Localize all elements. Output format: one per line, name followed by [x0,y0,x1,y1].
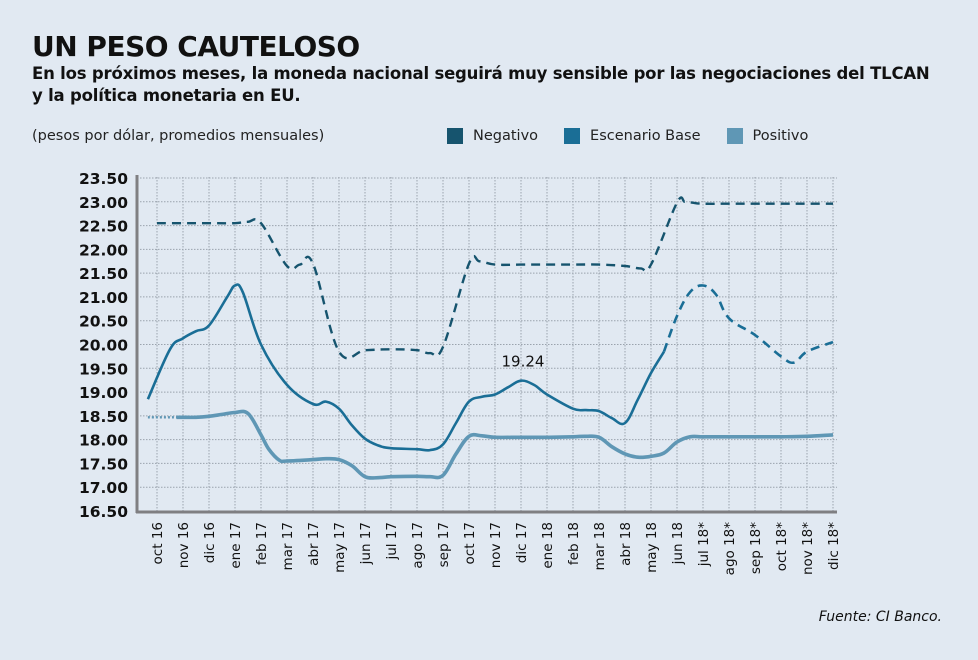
axes [135,175,837,514]
series-negativo [157,196,833,360]
y-tick-label: 19.00 [79,384,128,402]
x-tick-label: sep 18* [748,522,764,574]
x-tick-label: abr 17 [306,522,322,566]
annotations: 19.24 [502,353,545,371]
y-tick-label: 16.50 [79,503,128,521]
y-tick-label: 20.00 [79,337,128,355]
line-positivo [176,409,834,480]
x-tick-label: dic 17 [514,522,530,563]
x-tick-label: feb 17 [254,522,270,565]
line-base-forecast [662,284,834,365]
y-tick-label: 17.00 [79,479,128,497]
x-tick-label: jul 18* [696,522,712,568]
y-tick-label: 23.00 [79,194,128,212]
x-tick-label: nov 16 [176,522,192,568]
x-tick-label: dic 16 [202,522,218,563]
x-tick-label: mar 18 [592,522,608,570]
legend-item-negativo: Negativo [447,128,538,144]
line-negativo [157,196,833,360]
x-tick-label: sep 17 [436,522,452,567]
line-chart: 23.50 23.00 22.50 22.00 21.50 21.00 20.50 20.00… [79,170,842,576]
y-tick-label: 22.00 [79,241,128,259]
legend-swatch-base [564,128,581,144]
legend-swatch-positivo [726,128,743,144]
x-tick-label: oct 18* [774,522,790,571]
x-tick-label: ago 17 [410,522,426,569]
legend-label-positivo: Positivo [752,128,809,144]
line-base-historic [146,283,666,452]
chart-title: UN PESO CAUTELOSO [32,30,360,63]
x-tick-label: nov 17 [488,522,504,568]
x-tick-label: jun 17 [358,522,374,565]
series-positivo [147,409,834,480]
y-tick-label: 19.50 [79,360,128,378]
x-tick-label: jun 18 [670,522,686,565]
x-tick-label: oct 16 [150,522,166,564]
y-axis-units-label: (pesos por dólar, promedios mensuales) [32,128,325,144]
x-tick-label: may 17 [332,522,348,573]
chart-subtitle: En los próximos meses, la moneda naciona… [32,64,930,105]
legend: Negativo Escenario Base Positivo [447,128,808,144]
x-tick-label: dic 18* [826,522,842,570]
y-tick-label: 18.00 [79,432,128,450]
y-tick-label: 18.50 [79,408,128,426]
series-escenario-base [146,283,834,452]
y-tick-labels: 23.50 23.00 22.50 22.00 21.50 21.00 20.50 20.00… [79,170,128,521]
legend-label-negativo: Negativo [473,128,539,144]
y-tick-label: 17.50 [79,455,128,473]
series-lines [146,196,834,480]
legend-item-positivo: Positivo [726,128,809,144]
legend-swatch-negativo [447,128,463,144]
x-tick-label: nov 18* [800,522,816,575]
y-tick-label: 22.50 [79,218,128,236]
legend-label-base: Escenario Base [590,128,701,144]
y-tick-label: 23.50 [79,170,128,188]
x-tick-labels: oct 16 nov 16 dic 16 ene 17 feb 17 mar 17 abr … [150,522,842,576]
source-note: Fuente: CI Banco. [818,609,942,625]
x-tick-label: ene 18 [540,522,556,569]
legend-item-base: Escenario Base [564,128,701,144]
x-tick-label: mar 17 [280,522,296,570]
x-tick-label: abr 18 [618,522,634,566]
x-tick-label: feb 18 [566,522,582,565]
x-tick-label: jul 17 [384,522,400,561]
data-label-peak: 19.24 [502,353,545,371]
y-tick-label: 21.00 [79,289,128,307]
y-tick-label: 20.50 [79,313,128,331]
x-tick-label: oct 17 [462,522,478,564]
x-tick-label: ago 18* [722,522,738,576]
x-tick-label: ene 17 [228,522,244,569]
grid [137,177,837,512]
y-tick-label: 21.50 [79,265,128,283]
x-tick-label: may 18 [644,522,660,573]
